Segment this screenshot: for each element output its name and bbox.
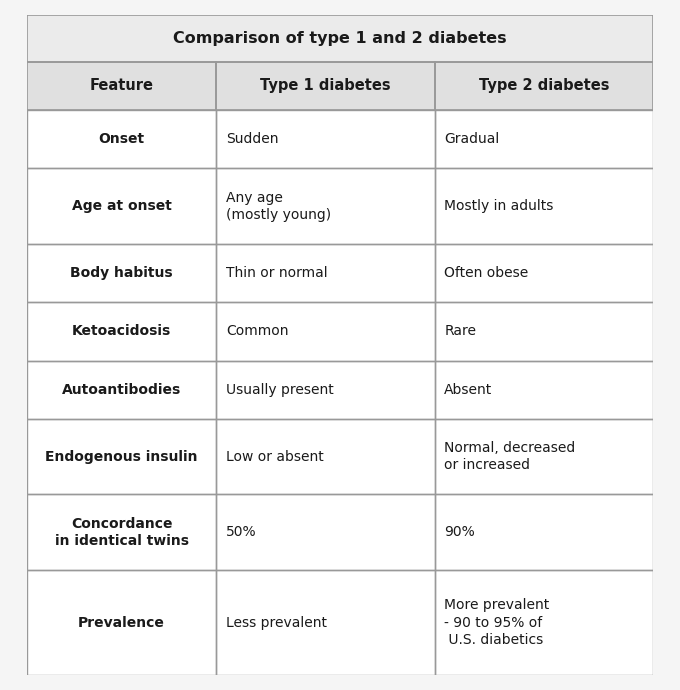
Text: Onset: Onset xyxy=(99,132,145,146)
Text: Ketoacidosis: Ketoacidosis xyxy=(72,324,171,338)
Bar xyxy=(435,361,653,419)
Bar xyxy=(216,168,435,244)
Bar xyxy=(216,302,435,361)
Bar xyxy=(216,110,435,168)
Text: Age at onset: Age at onset xyxy=(71,199,171,213)
Text: Often obese: Often obese xyxy=(444,266,528,280)
Text: Type 1 diabetes: Type 1 diabetes xyxy=(260,79,391,93)
Text: 90%: 90% xyxy=(444,525,475,540)
Text: Normal, decreased
or increased: Normal, decreased or increased xyxy=(444,441,575,472)
Text: Sudden: Sudden xyxy=(226,132,278,146)
Bar xyxy=(216,244,435,302)
Bar xyxy=(27,61,216,110)
Bar xyxy=(27,244,216,302)
Text: Mostly in adults: Mostly in adults xyxy=(444,199,554,213)
Bar xyxy=(216,361,435,419)
Text: More prevalent
- 90 to 95% of
 U.S. diabetics: More prevalent - 90 to 95% of U.S. diabe… xyxy=(444,598,549,647)
Bar xyxy=(216,570,435,675)
Text: Type 2 diabetes: Type 2 diabetes xyxy=(479,79,609,93)
Bar xyxy=(435,495,653,570)
Text: Endogenous insulin: Endogenous insulin xyxy=(46,450,198,464)
Bar xyxy=(216,110,435,168)
Bar xyxy=(27,15,653,61)
Bar xyxy=(435,168,653,244)
Text: Common: Common xyxy=(226,324,288,338)
Bar xyxy=(27,110,216,168)
Bar xyxy=(435,570,653,675)
Bar xyxy=(27,302,216,361)
Bar xyxy=(27,570,216,675)
Text: Absent: Absent xyxy=(444,383,492,397)
Bar xyxy=(27,244,216,302)
Text: Usually present: Usually present xyxy=(226,383,334,397)
Text: Prevalence: Prevalence xyxy=(78,615,165,629)
Bar xyxy=(435,419,653,495)
Bar xyxy=(216,168,435,244)
Bar xyxy=(27,110,216,168)
Bar xyxy=(216,61,435,110)
Text: Comparison of type 1 and 2 diabetes: Comparison of type 1 and 2 diabetes xyxy=(173,31,507,46)
Bar xyxy=(27,15,653,61)
Text: Gradual: Gradual xyxy=(444,132,500,146)
Bar xyxy=(435,61,653,110)
Bar xyxy=(27,302,216,361)
Bar xyxy=(216,419,435,495)
Bar xyxy=(435,302,653,361)
Bar xyxy=(435,495,653,570)
Text: Body habitus: Body habitus xyxy=(70,266,173,280)
Bar xyxy=(27,419,216,495)
Bar xyxy=(27,361,216,419)
Bar xyxy=(27,570,216,675)
Bar xyxy=(435,244,653,302)
Bar xyxy=(435,419,653,495)
Bar xyxy=(27,495,216,570)
Text: Any age
(mostly young): Any age (mostly young) xyxy=(226,190,331,222)
Bar xyxy=(435,110,653,168)
Bar xyxy=(216,495,435,570)
Bar xyxy=(435,168,653,244)
Text: Feature: Feature xyxy=(90,79,154,93)
Bar xyxy=(27,361,216,419)
Bar xyxy=(435,302,653,361)
Bar xyxy=(216,61,435,110)
Bar xyxy=(435,570,653,675)
Bar xyxy=(435,244,653,302)
Text: Autoantibodies: Autoantibodies xyxy=(62,383,182,397)
Bar xyxy=(216,302,435,361)
Bar xyxy=(27,61,216,110)
Bar xyxy=(216,244,435,302)
Bar xyxy=(27,168,216,244)
Text: 50%: 50% xyxy=(226,525,256,540)
Text: Low or absent: Low or absent xyxy=(226,450,324,464)
Bar xyxy=(27,419,216,495)
Text: Less prevalent: Less prevalent xyxy=(226,615,327,629)
Bar xyxy=(216,570,435,675)
Bar xyxy=(216,419,435,495)
Text: Concordance
in identical twins: Concordance in identical twins xyxy=(54,517,188,548)
Bar xyxy=(216,361,435,419)
Text: Rare: Rare xyxy=(444,324,476,338)
Bar xyxy=(435,110,653,168)
Bar xyxy=(216,495,435,570)
Bar xyxy=(27,168,216,244)
Bar xyxy=(435,361,653,419)
Text: Thin or normal: Thin or normal xyxy=(226,266,328,280)
Bar xyxy=(27,495,216,570)
Bar xyxy=(435,61,653,110)
